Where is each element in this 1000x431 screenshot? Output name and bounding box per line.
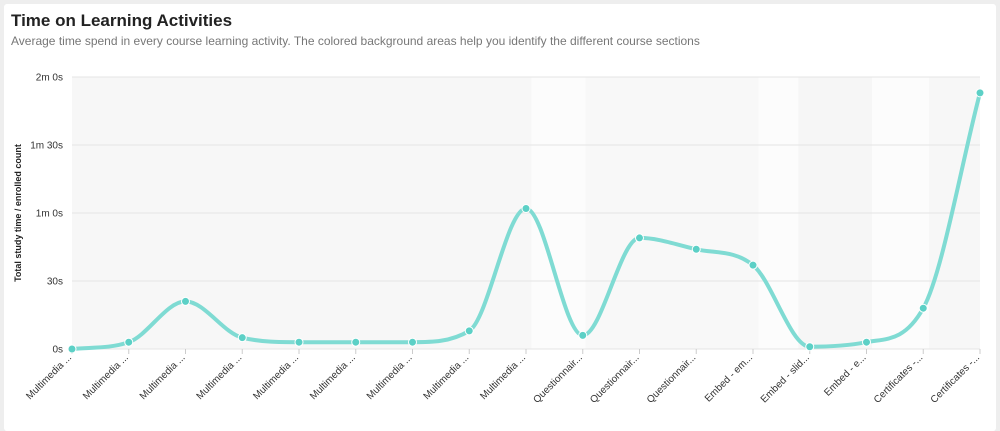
data-point[interactable] [918,303,928,313]
x-tick-label: Multimedia ... [422,352,472,402]
series-points [67,88,985,354]
x-axis-ticks: Multimedia ... Multimedia ... Multimedia .… [24,349,982,406]
data-point[interactable] [124,337,134,347]
data-point[interactable] [67,344,77,354]
y-tick-label: 1m 30s [30,141,63,152]
x-tick-label: Certificates -... [872,352,925,405]
x-tick-label: Multimedia ... [81,352,131,402]
data-point[interactable] [521,203,531,213]
y-tick-label: 2m 0s [36,73,63,84]
x-tick-label: Certificates -... [929,352,982,405]
chart-subtitle: Average time spend in every course learn… [11,34,700,48]
chart-title: Time on Learning Activities [11,11,233,30]
data-point[interactable] [805,342,815,352]
data-point[interactable] [464,326,474,336]
data-point[interactable] [691,244,701,254]
data-point[interactable] [181,296,190,306]
y-tick-label: 0s [52,345,63,356]
y-axis-label: Total study time / enrolled count [13,144,23,282]
y-tick-label: 30s [47,277,63,288]
x-tick-label: Embed - slid... [759,352,812,405]
data-point[interactable] [635,233,644,243]
grid-lines [72,76,980,350]
data-point[interactable] [748,260,758,270]
x-tick-label: Multimedia ... [138,352,188,402]
x-tick-label: Multimedia ... [251,352,301,402]
y-axis-ticks: 0s 30s 1m 0s 1m 30s 2m 0s [30,73,63,356]
x-tick-label: Multimedia ... [478,352,528,402]
x-tick-label: Questionnair... [588,352,641,405]
x-tick-label: Embed - e... [822,352,868,398]
data-point[interactable] [862,337,871,347]
x-tick-label: Questionnair... [531,352,584,405]
data-point[interactable] [408,337,417,347]
x-tick-label: Multimedia ... [365,352,415,402]
x-tick-label: Multimedia ... [195,352,245,402]
data-point[interactable] [578,330,588,340]
x-tick-label: Multimedia ... [24,352,74,402]
data-point[interactable] [975,88,985,98]
data-point[interactable] [294,337,304,347]
x-tick-label: Questionnair... [645,352,698,405]
data-point[interactable] [237,333,247,343]
data-point[interactable] [351,337,361,347]
x-tick-label: Embed - em... [703,352,755,404]
x-tick-label: Multimedia ... [308,352,358,402]
y-tick-label: 1m 0s [36,209,63,220]
